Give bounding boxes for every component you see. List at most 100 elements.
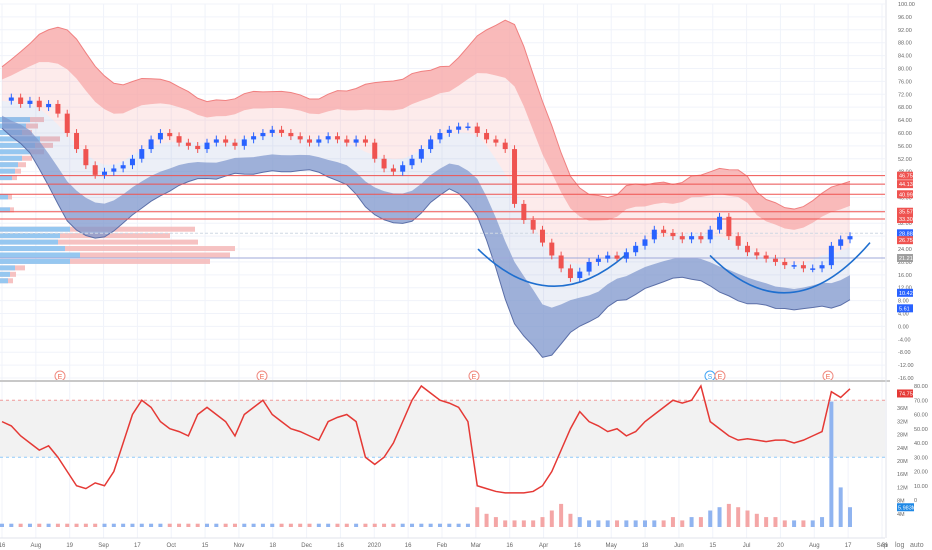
volume-bar	[698, 517, 703, 527]
volume-bar	[736, 507, 741, 527]
candle-body	[148, 139, 154, 150]
volume-bar	[195, 523, 200, 527]
axis-tools[interactable]: % log auto	[882, 542, 924, 549]
candle-body	[530, 220, 536, 230]
price-tag-label: 28.88	[899, 231, 913, 237]
volume-bar	[493, 517, 498, 527]
x-tick-label: 20	[777, 543, 784, 549]
y-tick-label: -4.00	[898, 337, 911, 343]
y-tick-label: 60.00	[898, 131, 912, 137]
horizontal-levels[interactable]	[0, 175, 885, 259]
level-tag-label: 40.99	[899, 192, 913, 198]
time-axis[interactable]: 16 Aug 19 Sep 17 Oct 15 Nov 18 Dec 16 2020 16 Feb Mar 1…	[0, 537, 888, 549]
candle-body	[595, 258, 601, 262]
x-tick-label: Jun	[674, 543, 684, 549]
price-tag	[897, 229, 913, 238]
candle-body	[297, 136, 303, 140]
volume-bar	[307, 523, 312, 527]
volume-bar	[232, 523, 237, 527]
volume-bar	[46, 523, 51, 527]
volume-bar	[447, 523, 452, 527]
volume-bar	[642, 520, 647, 527]
volume-bar	[801, 520, 806, 527]
lower-inner-band	[2, 100, 850, 308]
volume-bar	[102, 523, 107, 527]
candle-body	[223, 139, 229, 143]
profile-bar-blue	[0, 258, 70, 264]
percent-toggle[interactable]: %	[882, 542, 888, 549]
volume-bar	[242, 523, 247, 527]
candle-body	[176, 136, 182, 143]
profile-bar-blue	[0, 233, 60, 239]
volume-bar	[577, 517, 582, 527]
cup-curves	[477, 242, 871, 294]
x-tick-label: Oct	[167, 543, 177, 549]
event-label: E	[260, 374, 265, 381]
candle-body	[213, 139, 219, 143]
volume-tick-label: 8M	[897, 499, 905, 505]
volume-bar	[93, 523, 98, 527]
candle-body	[195, 145, 201, 150]
volume-tick-label: 36M	[897, 406, 908, 412]
rsi-pane	[0, 384, 885, 494]
volume-bar	[419, 523, 424, 527]
volume-bar	[754, 513, 759, 527]
profile-bar-red	[0, 252, 230, 258]
volume-bar	[205, 523, 210, 527]
profile-bar-blue	[0, 278, 8, 284]
y-tick-label: 68.00	[898, 105, 912, 111]
candle-body	[633, 245, 639, 253]
volume-bar	[270, 523, 275, 527]
candle-body	[334, 136, 340, 140]
candle-body	[251, 136, 257, 140]
volume-bar	[186, 523, 191, 527]
x-tick-label: 17	[134, 543, 141, 549]
candle-body	[605, 255, 611, 259]
candle-body	[344, 139, 350, 143]
profile-bar-blue	[0, 117, 30, 123]
price-tag	[897, 288, 913, 297]
candle-body	[362, 139, 368, 143]
candle-body	[446, 129, 452, 133]
candle-body	[791, 265, 797, 267]
volume-bar	[745, 510, 750, 527]
candle-body	[484, 132, 490, 140]
candle-body	[754, 252, 760, 256]
log-toggle[interactable]: log	[895, 542, 904, 549]
profile-bar-blue	[0, 226, 70, 232]
volume-bar	[167, 523, 172, 527]
price-axis[interactable]: 100.00 96.00 92.00 88.00 84.00 80.00 76.00 72.0…	[885, 0, 928, 538]
x-tick-label: 16	[0, 543, 6, 549]
volume-bars	[0, 401, 852, 527]
volume-tick-label: 16M	[897, 472, 908, 478]
upper-band-edge	[1, 19, 851, 210]
price-tag-label: 21.21	[899, 256, 913, 262]
candle-body	[185, 142, 191, 146]
volume-bar	[0, 523, 4, 527]
level-tag	[897, 190, 913, 199]
volume-bar	[559, 503, 564, 527]
y-tick-label: 80.00	[898, 66, 912, 72]
x-tick-label: 17	[845, 543, 852, 549]
candle-body	[307, 139, 313, 143]
volume-bar	[652, 520, 657, 527]
auto-toggle[interactable]: auto	[910, 542, 924, 549]
candle-body	[679, 236, 685, 240]
x-tick-label: Nov	[234, 543, 245, 549]
volume-bar	[838, 487, 843, 527]
event-label: E	[826, 374, 831, 381]
y-tick-label: 56.00	[898, 144, 912, 150]
candle-body	[549, 242, 555, 256]
upper-inner-band	[2, 62, 850, 265]
level-tag-label: 44.13	[899, 182, 913, 188]
profile-bar-blue	[0, 252, 80, 258]
volume-bar	[465, 523, 470, 527]
candle-body	[381, 158, 387, 169]
profile-bar-blue	[0, 168, 15, 174]
volume-bar	[130, 523, 135, 527]
candle-body	[139, 149, 145, 159]
volume-bar	[121, 523, 126, 527]
candle-body	[800, 265, 806, 269]
rsi-tick-label: 80.00	[914, 384, 928, 390]
